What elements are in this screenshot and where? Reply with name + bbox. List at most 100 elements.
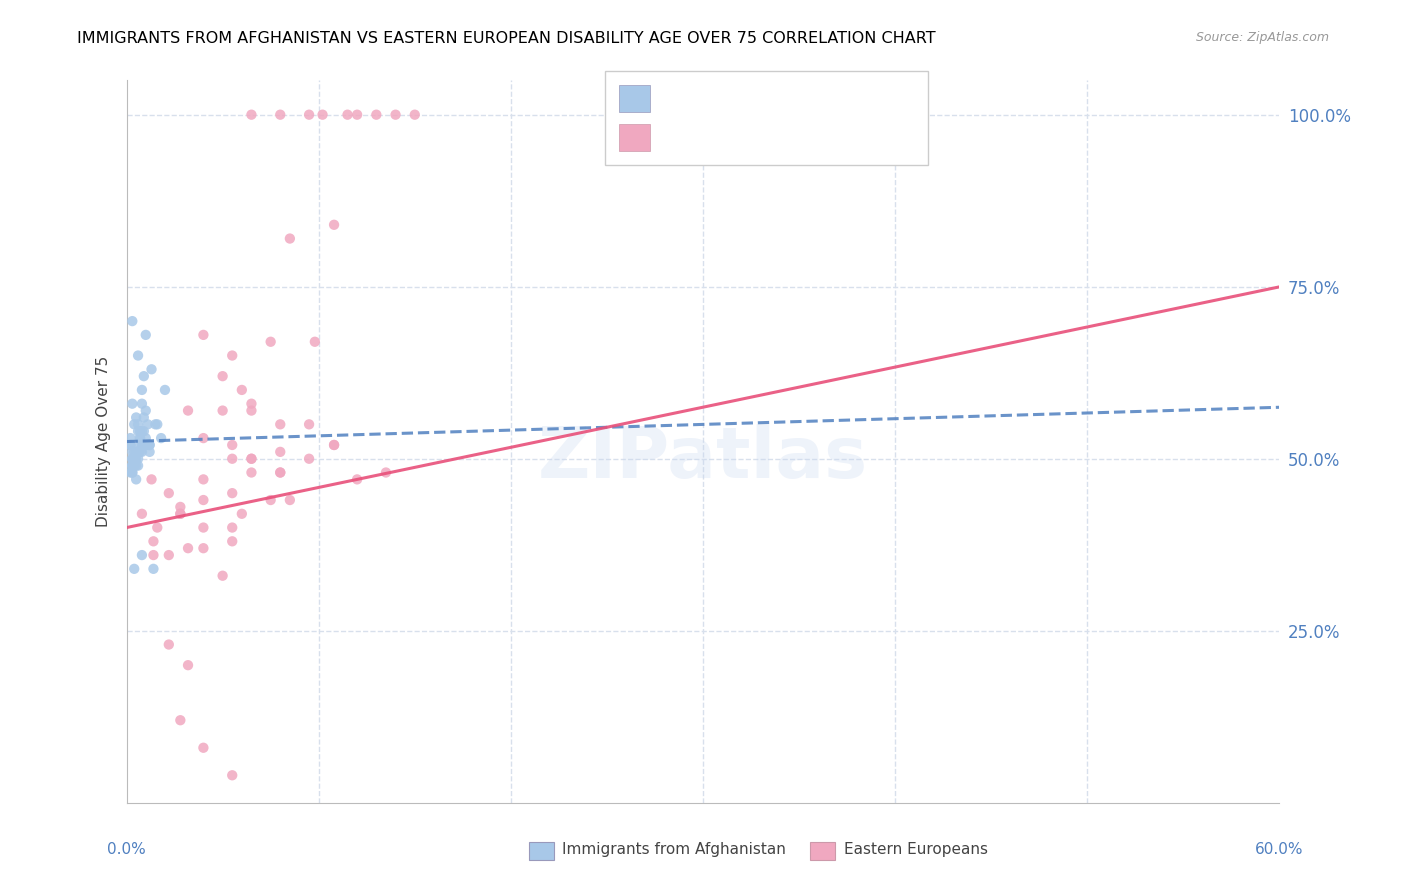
Point (135, 327, 157, 342)
Text: Immigrants from Afghanistan: Immigrants from Afghanistan (562, 842, 786, 856)
Point (221, 768, 243, 782)
Point (138, 438, 160, 452)
Point (193, 431, 215, 445)
Text: R =: R = (661, 128, 700, 145)
Point (121, 466, 143, 480)
Point (127, 417, 149, 432)
Point (269, 417, 291, 432)
Point (269, 466, 291, 480)
Point (323, 438, 346, 452)
Point (136, 417, 159, 432)
Point (121, 314, 143, 328)
Point (132, 424, 155, 438)
Point (131, 507, 153, 521)
Point (125, 445, 148, 459)
Point (125, 472, 148, 486)
Point (384, 108, 406, 122)
Point (259, 334, 281, 349)
Point (127, 349, 149, 363)
Point (131, 445, 153, 459)
Point (127, 451, 149, 466)
Point (131, 397, 153, 411)
Point (240, 397, 263, 411)
Point (125, 445, 148, 459)
Point (142, 562, 165, 576)
Text: 60.0%: 60.0% (1256, 842, 1303, 856)
Point (125, 458, 148, 473)
Point (121, 445, 143, 459)
Point (323, 438, 346, 452)
Point (311, 108, 333, 122)
Point (121, 451, 143, 466)
Point (298, 108, 321, 122)
Point (142, 534, 165, 549)
Point (169, 507, 191, 521)
Point (131, 424, 153, 438)
Point (121, 458, 143, 473)
Text: N =: N = (787, 89, 827, 107)
Point (131, 383, 153, 397)
Point (125, 451, 148, 466)
Point (221, 349, 243, 363)
Point (211, 369, 233, 384)
Point (120, 438, 142, 452)
Text: 65: 65 (832, 89, 858, 107)
Point (121, 397, 143, 411)
Point (221, 451, 243, 466)
Point (141, 362, 163, 376)
Point (129, 438, 152, 452)
Point (131, 438, 153, 452)
Point (374, 466, 398, 480)
Point (193, 472, 215, 486)
Point (120, 438, 142, 452)
Point (121, 458, 143, 473)
Point (177, 541, 200, 556)
Point (138, 438, 160, 452)
Point (122, 451, 145, 466)
Point (138, 445, 160, 459)
Point (121, 458, 143, 473)
Point (146, 417, 169, 432)
Point (146, 520, 169, 534)
Point (346, 472, 368, 486)
Text: N =: N = (787, 128, 827, 145)
Point (278, 493, 301, 508)
Point (142, 548, 165, 562)
Point (169, 713, 191, 727)
Point (193, 327, 215, 342)
Text: 0.0%: 0.0% (107, 842, 146, 856)
Point (278, 231, 301, 245)
Text: IMMIGRANTS FROM AFGHANISTAN VS EASTERN EUROPEAN DISABILITY AGE OVER 75 CORRELATI: IMMIGRANTS FROM AFGHANISTAN VS EASTERN E… (77, 31, 936, 46)
Point (135, 431, 157, 445)
Point (404, 108, 426, 122)
Point (136, 438, 159, 452)
Text: 0.216: 0.216 (707, 128, 763, 145)
Point (157, 486, 180, 500)
Point (131, 548, 153, 562)
Point (153, 383, 176, 397)
Point (221, 534, 243, 549)
Point (121, 466, 143, 480)
Point (240, 403, 263, 417)
Point (157, 548, 180, 562)
Point (269, 445, 291, 459)
Point (122, 451, 145, 466)
Point (269, 108, 291, 122)
Point (122, 451, 145, 466)
Point (323, 218, 346, 232)
Point (122, 562, 145, 576)
Point (122, 451, 145, 466)
Point (125, 445, 148, 459)
Point (269, 466, 291, 480)
Point (132, 438, 155, 452)
Point (298, 417, 321, 432)
Text: R =: R = (661, 89, 700, 107)
Point (193, 541, 215, 556)
Point (120, 466, 142, 480)
Point (132, 369, 155, 384)
Text: 64: 64 (832, 128, 858, 145)
Point (240, 108, 263, 122)
Point (129, 431, 152, 445)
Point (193, 520, 215, 534)
Point (145, 417, 166, 432)
